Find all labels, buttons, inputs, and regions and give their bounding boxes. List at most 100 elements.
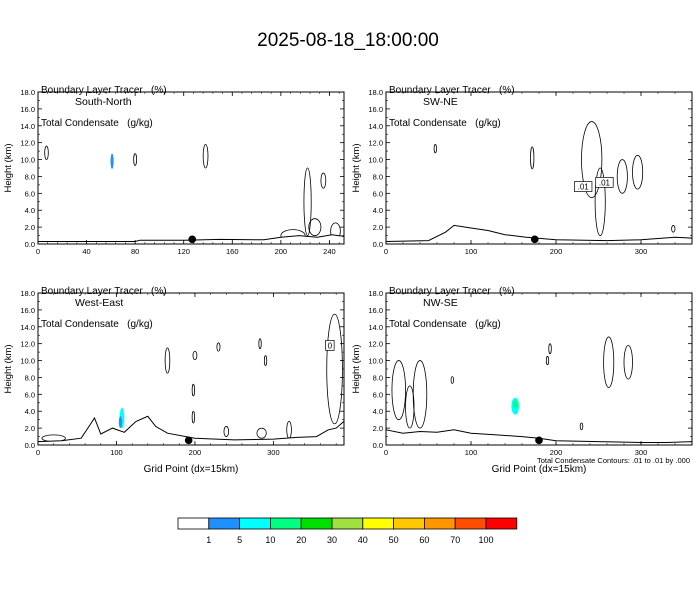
x-tick-label: 0 — [384, 247, 388, 256]
terrain-profile — [37, 415, 345, 446]
condensate-contour — [632, 154, 644, 190]
y-tick-label: 14.0 — [20, 122, 35, 131]
x-tick-label: 100 — [465, 247, 478, 256]
terrain-profile — [385, 429, 693, 446]
panel-title-sw-ne: Boundary Layer Tracer (%) Total Condensa… — [389, 63, 515, 140]
station-marker — [188, 235, 197, 244]
contour-footnote: Total Condensate Contours: .01 to .01 by… — [537, 456, 690, 465]
colorbar-level-label: 50 — [389, 535, 399, 545]
y-tick-label: 4.0 — [25, 206, 35, 215]
y-tick-label: 6.0 — [373, 390, 383, 399]
condensate-contour — [594, 167, 606, 236]
y-tick-label: 12.0 — [368, 340, 383, 349]
y-tick-label: 2.0 — [25, 223, 35, 232]
condensate-contour — [192, 350, 198, 361]
tracer-fill-area — [513, 400, 518, 409]
panel-title-line-2: Total Condensate (g/kg) — [389, 319, 501, 330]
colorbar-swatch — [362, 517, 394, 530]
contour-label-box — [325, 340, 335, 351]
x-tick-label: 0 — [36, 247, 40, 256]
contour-label-text: .01 — [578, 183, 590, 192]
colorbar-swatch — [208, 517, 241, 530]
plot-frame — [385, 292, 693, 446]
y-tick-label: 12.0 — [20, 139, 35, 148]
colorbar-level-label: 30 — [327, 535, 337, 545]
condensate-contour — [216, 342, 221, 352]
condensate-contour — [191, 383, 195, 397]
x-tick-label: 300 — [635, 247, 648, 256]
condensate-contour — [223, 426, 230, 437]
tracer-fill-area — [110, 153, 114, 169]
condensate-contour — [164, 347, 171, 374]
y-tick-label: 16.0 — [20, 105, 35, 114]
condensate-contour — [191, 410, 195, 424]
x-tick-label: 80 — [131, 247, 139, 256]
y-tick-label: 10.0 — [368, 357, 383, 366]
y-tick-label: 16.0 — [20, 306, 35, 315]
panel-title-west-east: Boundary Layer Tracer (%) Total Condensa… — [41, 264, 167, 341]
contour-label-text: .01 — [599, 178, 611, 187]
y-tick-label: 10.0 — [20, 156, 35, 165]
y-tick-label: 0.0 — [373, 441, 383, 450]
y-tick-label: 2.0 — [25, 424, 35, 433]
x-tick-label: 100 — [465, 448, 478, 457]
panel-west-east: 00.02.04.06.08.010.012.014.016.018.00 100… — [3, 289, 345, 475]
panel-title-line-1: Boundary Layer Tracer (%) — [389, 85, 515, 96]
tracer-fill-area — [118, 416, 122, 429]
y-tick-label: 8.0 — [373, 373, 383, 382]
x-tick-label: 200 — [550, 247, 563, 256]
condensate-contour — [530, 146, 535, 170]
colorbar-level-label: 70 — [450, 535, 460, 545]
y-tick-label: 14.0 — [20, 323, 35, 332]
panel-title-nw-se: Boundary Layer Tracer (%) Total Condensa… — [389, 264, 515, 341]
y-axis-label: Height (km) — [351, 143, 362, 192]
panel-title-line-2: Total Condensate (g/kg) — [41, 319, 153, 330]
panel-sw-ne: .01 .01 0.0 2.0 4.0 6.0 8.0 10.0 12.0 14.0 16.0 18.… — [351, 88, 693, 256]
colorbar-swatch — [331, 517, 364, 530]
y-tick-label: 12.0 — [368, 139, 383, 148]
y-tick-label: 10.0 — [20, 357, 35, 366]
x-tick-label: 120 — [177, 247, 190, 256]
x-tick-label: 300 — [635, 448, 648, 457]
condensate-contour — [320, 172, 327, 189]
y-tick-label: 4.0 — [373, 206, 383, 215]
x-tick-label: 0 — [384, 448, 388, 457]
y-tick-label: 18.0 — [368, 88, 383, 97]
condensate-contour — [286, 420, 292, 439]
contour-label-box — [574, 181, 593, 192]
colorbar-swatch — [300, 517, 333, 530]
x-tick-label: 0 — [36, 448, 40, 457]
y-tick-label: 8.0 — [373, 172, 383, 181]
colorbar-swatch — [423, 517, 456, 530]
y-tick-label: 0.0 — [373, 240, 383, 249]
colorbar: 1 5 10 20 30 40 50 60 70 100 — [177, 517, 518, 545]
y-tick-label: 0.0 — [25, 441, 35, 450]
x-axis-label: Grid Point (dx=15km) — [144, 464, 239, 475]
y-axis-label: Height (km) — [3, 143, 14, 192]
condensate-contour — [308, 218, 322, 236]
condensate-contour — [258, 338, 262, 350]
condensate-contour — [303, 167, 312, 236]
condensate-contour — [44, 145, 49, 160]
contour-label: 0 — [325, 340, 335, 351]
x-tick-label: 200 — [550, 448, 563, 457]
y-tick-label: 10.0 — [368, 156, 383, 165]
condensate-contour — [548, 343, 552, 355]
y-tick-label: 8.0 — [25, 373, 35, 382]
y-tick-label: 16.0 — [368, 105, 383, 114]
y-tick-label: 6.0 — [373, 189, 383, 198]
panel-label: NW-SE — [423, 297, 458, 309]
plot-frame — [37, 292, 345, 446]
station-marker — [530, 235, 539, 244]
condensate-contour — [326, 313, 343, 425]
panel-south-north: 0.0 2.0 4.0 6.0 8.0 10.0 12.0 14.0 16.0 18.0 0 40 80… — [3, 88, 345, 256]
colorbar-level-label: 40 — [358, 535, 368, 545]
panel-title-line-2: Total Condensate (g/kg) — [41, 118, 153, 129]
y-tick-label: 4.0 — [373, 407, 383, 416]
y-tick-label: 16.0 — [368, 306, 383, 315]
x-tick-label: 100 — [110, 448, 123, 457]
contour-label-text: 0 — [328, 341, 333, 350]
panel-label: West-East — [75, 297, 123, 309]
condensate-contour — [671, 225, 676, 233]
colorbar-level-label: 1 — [206, 535, 211, 545]
